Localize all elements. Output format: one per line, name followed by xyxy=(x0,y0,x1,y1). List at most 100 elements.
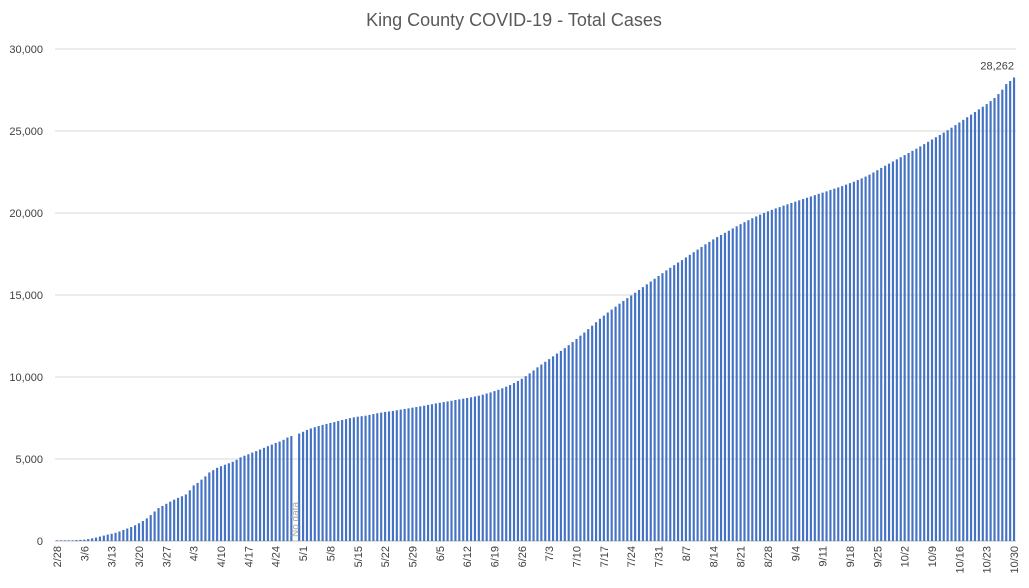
x-tick-label: 7/24 xyxy=(626,546,638,567)
bar xyxy=(649,281,652,541)
x-tick-label: 2/28 xyxy=(52,546,64,567)
bar xyxy=(141,520,144,541)
bar xyxy=(544,361,547,541)
data-label: 28,262 xyxy=(980,61,1014,73)
bar xyxy=(602,315,605,541)
bar xyxy=(598,318,602,541)
bar xyxy=(618,303,621,541)
bar xyxy=(825,191,828,541)
y-tick-label: 10,000 xyxy=(9,372,43,384)
x-tick-label: 6/26 xyxy=(517,546,529,567)
bar xyxy=(212,470,215,541)
bar xyxy=(512,383,516,541)
bar xyxy=(653,278,656,541)
bar xyxy=(509,385,512,541)
bar xyxy=(180,496,184,541)
bar xyxy=(563,348,566,541)
bar xyxy=(403,408,406,541)
bar xyxy=(501,388,504,541)
bar xyxy=(348,418,352,541)
bar xyxy=(376,413,379,541)
bar xyxy=(137,523,141,541)
bar xyxy=(575,338,578,541)
bar xyxy=(712,239,715,541)
bar xyxy=(188,490,191,541)
bar xyxy=(427,404,430,541)
bar xyxy=(301,431,305,541)
bar xyxy=(923,144,926,541)
bar xyxy=(118,531,121,541)
bar xyxy=(274,442,277,541)
y-tick-label: 15,000 xyxy=(9,290,43,302)
bar xyxy=(235,459,238,541)
bar xyxy=(59,540,62,541)
bar xyxy=(684,257,687,541)
bar xyxy=(809,196,812,541)
bar xyxy=(477,395,480,541)
bar xyxy=(833,188,836,542)
bar xyxy=(247,454,250,541)
bar xyxy=(102,535,105,541)
bar xyxy=(876,170,879,541)
bar xyxy=(673,265,676,541)
bar xyxy=(919,146,922,542)
bar xyxy=(493,391,496,541)
bar xyxy=(83,539,86,541)
bar xyxy=(747,220,750,541)
bar xyxy=(227,463,230,541)
bar xyxy=(372,414,375,541)
x-tick-label: 5/22 xyxy=(380,546,392,567)
bar xyxy=(497,389,500,541)
bar xyxy=(966,117,969,541)
x-tick-label: 10/9 xyxy=(927,546,939,567)
x-tick-label: 5/8 xyxy=(325,546,337,561)
bar xyxy=(692,252,695,541)
bar xyxy=(438,402,441,541)
bar xyxy=(450,400,453,541)
bar xyxy=(954,125,957,541)
bar xyxy=(87,539,90,541)
bar xyxy=(79,539,82,541)
bar xyxy=(145,518,148,541)
x-tick-label: 10/23 xyxy=(982,546,994,574)
bar xyxy=(770,209,773,541)
bar xyxy=(657,275,660,541)
bar xyxy=(739,224,742,541)
x-tick-label: 4/10 xyxy=(216,546,228,567)
bar xyxy=(423,405,426,541)
bar xyxy=(536,367,539,541)
bar xyxy=(251,452,254,541)
bar xyxy=(282,439,285,541)
bar xyxy=(134,525,137,541)
bar xyxy=(243,455,246,541)
bar xyxy=(231,461,234,541)
bar xyxy=(391,410,394,541)
bar xyxy=(774,208,777,541)
bar xyxy=(970,114,973,541)
bar xyxy=(579,335,582,541)
bar xyxy=(895,159,898,541)
x-tick-label: 4/17 xyxy=(243,546,255,567)
x-tick-label: 7/3 xyxy=(544,546,556,561)
bar xyxy=(430,404,434,541)
bar xyxy=(153,511,156,541)
bar xyxy=(622,300,625,541)
bar xyxy=(540,364,543,541)
bar xyxy=(485,393,488,541)
bar xyxy=(1001,89,1004,542)
x-tick-label: 8/28 xyxy=(763,546,775,567)
x-tick-label: 6/12 xyxy=(462,546,474,567)
bar xyxy=(473,396,477,541)
bar xyxy=(755,216,758,541)
bar xyxy=(106,534,109,541)
bar xyxy=(645,284,648,541)
bar xyxy=(634,292,637,541)
bar xyxy=(157,508,160,541)
bar xyxy=(766,211,770,542)
bar xyxy=(364,415,367,541)
y-tick-label: 0 xyxy=(37,536,43,548)
bar xyxy=(208,472,211,541)
bar xyxy=(352,417,355,541)
bar xyxy=(446,401,449,541)
